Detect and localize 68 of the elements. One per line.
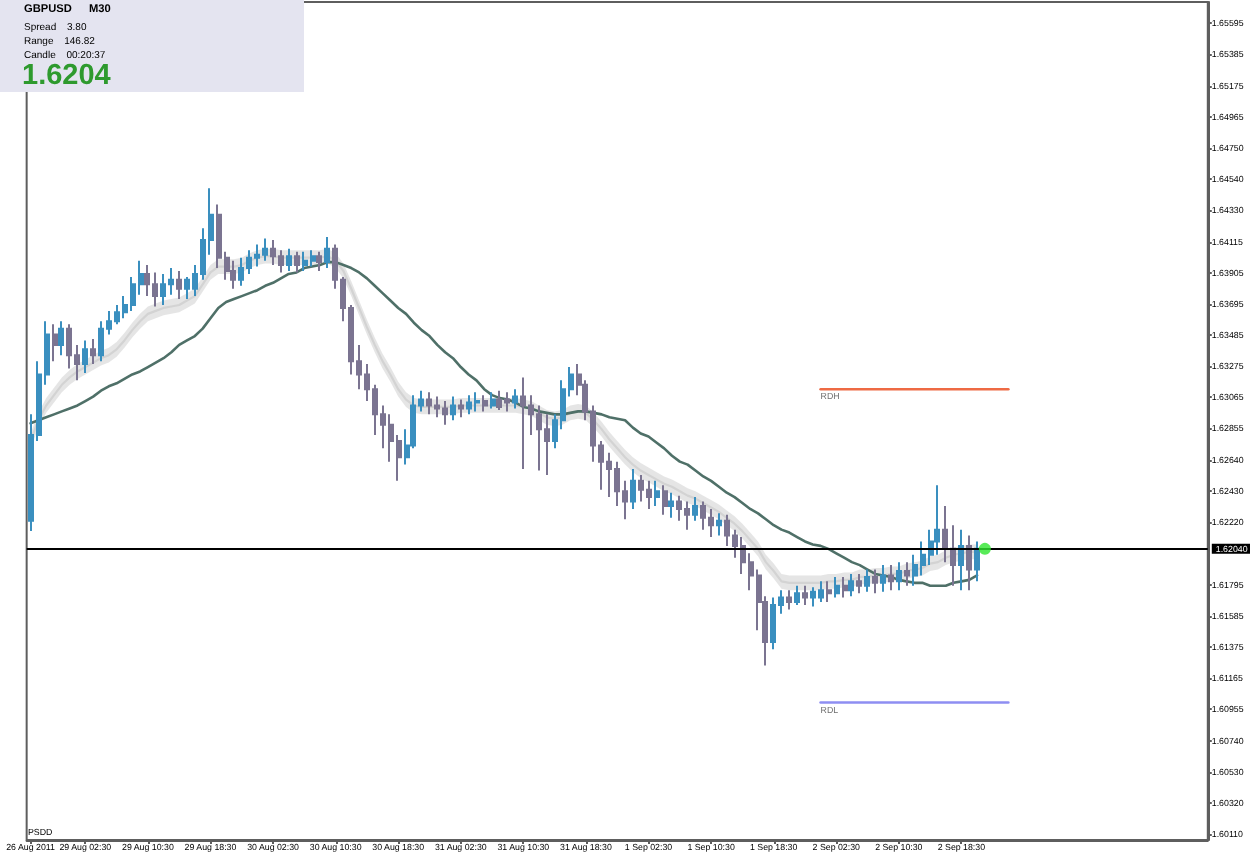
candlestick — [302, 250, 308, 272]
candlestick — [676, 494, 682, 522]
candlestick — [818, 580, 824, 604]
candlestick — [310, 249, 316, 268]
candlestick — [654, 479, 660, 507]
candlestick — [668, 491, 674, 519]
candlestick — [880, 564, 886, 593]
candlestick — [966, 534, 972, 592]
candlestick — [856, 572, 862, 595]
candlestick — [958, 528, 964, 592]
candlestick — [708, 507, 714, 539]
candlestick — [834, 575, 840, 599]
candlestick — [950, 524, 956, 587]
candlestick — [662, 484, 668, 516]
candlestick — [144, 264, 150, 298]
candlestick — [512, 388, 518, 410]
candlestick — [904, 561, 910, 587]
candlestick — [58, 320, 64, 357]
candlestick — [434, 395, 440, 419]
candlestick — [700, 500, 706, 531]
candlestick — [176, 269, 182, 301]
candlestick — [286, 247, 292, 272]
candlestick — [254, 243, 260, 268]
candlestick — [466, 394, 472, 416]
candlestick — [842, 575, 848, 599]
candlestick — [324, 235, 330, 270]
candlestick — [544, 413, 550, 476]
candlestick — [316, 250, 322, 272]
candlestick — [458, 398, 464, 419]
candlestick — [638, 473, 644, 503]
candlestick — [692, 496, 698, 522]
candlestick — [490, 391, 496, 410]
candlestick — [230, 259, 236, 290]
candlestick — [770, 596, 776, 651]
candlestick — [810, 586, 816, 608]
candlestick — [942, 504, 948, 564]
candlestick — [52, 323, 58, 363]
candlestick — [848, 572, 854, 598]
candlestick — [474, 391, 480, 413]
candlestick — [826, 580, 832, 604]
candlestick — [496, 389, 502, 411]
candlestick — [426, 391, 432, 416]
candlestick — [450, 395, 456, 422]
candlestick — [684, 500, 690, 531]
candlestick — [974, 540, 980, 583]
candlestick — [152, 271, 158, 308]
candlestick — [630, 468, 636, 510]
candlestick — [262, 237, 268, 262]
candlestick — [794, 584, 800, 607]
candlestick — [872, 568, 878, 595]
candlestick — [294, 250, 300, 274]
candlestick — [270, 238, 276, 267]
candlestick — [504, 391, 510, 413]
candlestick — [786, 589, 792, 611]
candlestick — [82, 339, 88, 374]
candlestick — [238, 256, 244, 287]
annotation: 1.6204 — [22, 60, 111, 92]
candlestick — [802, 584, 808, 607]
candlestick — [90, 337, 96, 366]
candlestick — [520, 376, 526, 471]
candlestick — [888, 564, 894, 592]
candlestick — [482, 394, 488, 413]
candlestick — [442, 400, 448, 426]
candlestick — [160, 272, 166, 306]
candlestick — [864, 568, 870, 593]
candlestick — [896, 561, 902, 592]
candlestick — [646, 479, 652, 510]
candlestick — [716, 512, 722, 537]
